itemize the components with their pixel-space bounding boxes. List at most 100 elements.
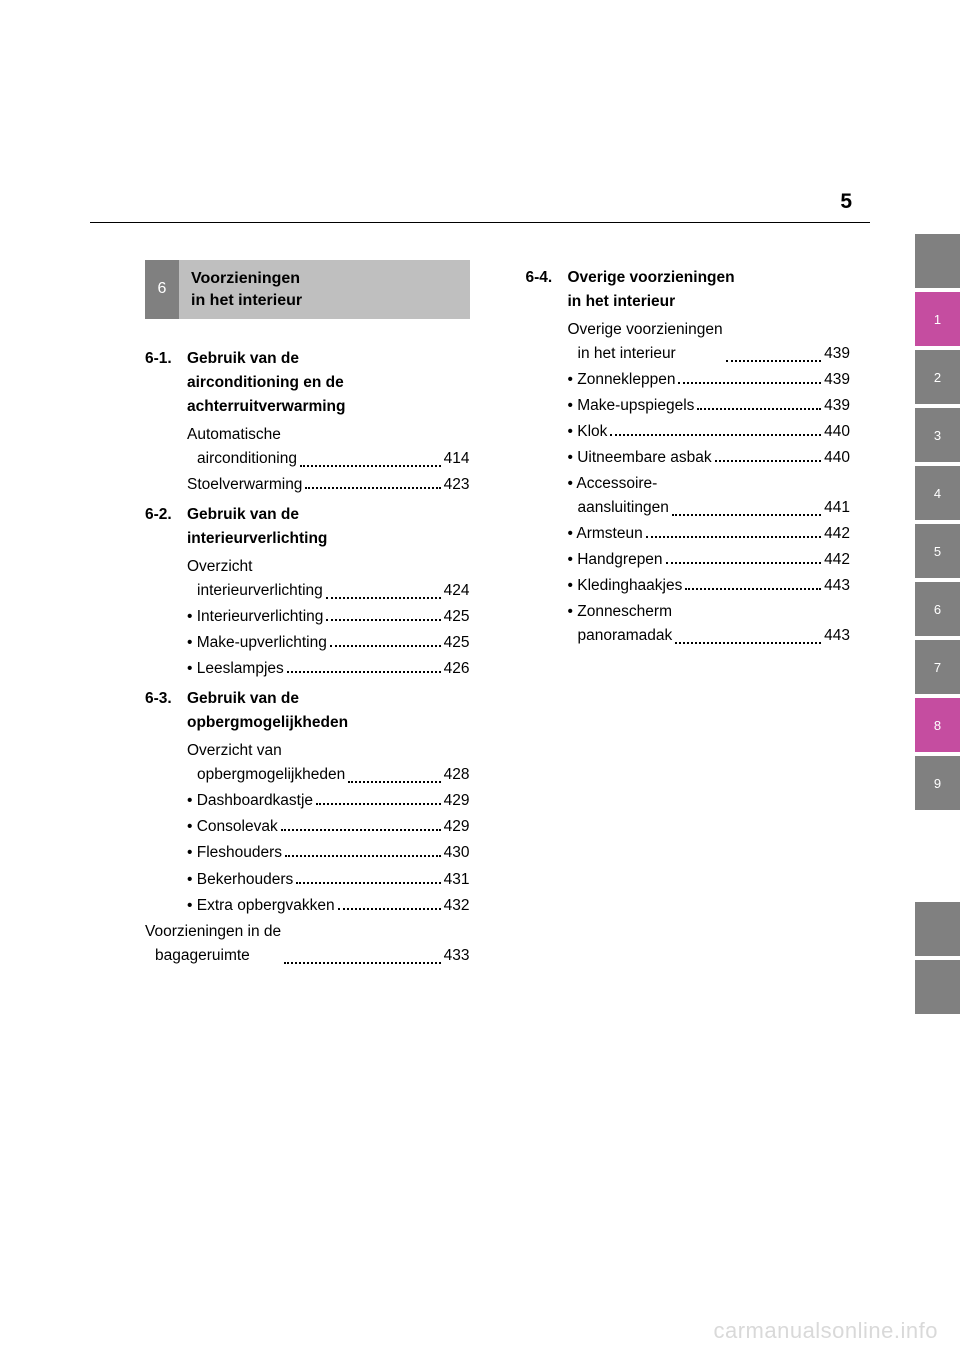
toc-entry-page: 441 [824, 496, 850, 520]
toc-entry[interactable]: Voorzieningen in debagageruimte 433 [145, 920, 470, 968]
toc-entry-label: • Zonnekleppen [568, 368, 676, 392]
toc-leader-dots [305, 478, 440, 489]
toc-entry[interactable]: • Leeslampjes426 [187, 657, 470, 681]
toc-entry-label: • Armsteun [568, 522, 643, 546]
header-rule [90, 222, 870, 223]
toc-entry[interactable]: • Extra opbergvakken 432 [187, 894, 470, 918]
toc-entry-label: • Interieurverlichting [187, 605, 323, 629]
toc-entry-page: 429 [444, 815, 470, 839]
toc-leader-dots [672, 505, 821, 516]
toc-leader-dots [726, 351, 822, 362]
chapter-tab-title-line2: in het interieur [191, 292, 302, 309]
toc-subsection-number: 6-3. [145, 687, 187, 735]
toc-leader-dots [678, 373, 821, 384]
toc-entry-page: 433 [444, 944, 470, 968]
toc-entry[interactable]: Overzichtinterieurverlichting424 [187, 555, 470, 603]
toc-entry-label: Automatischeairconditioning [187, 423, 297, 471]
toc-entry[interactable]: • Kledinghaakjes 443 [568, 574, 851, 598]
toc-entry[interactable]: • Armsteun442 [568, 522, 851, 546]
toc-entry[interactable]: • Make-upverlichting425 [187, 631, 470, 655]
toc-entries: Overige voorzieningenin het interieur439… [526, 318, 851, 648]
toc-right-sections: 6-4.Overige voorzieningenin het interieu… [526, 266, 851, 648]
toc-subsection-number: 6-1. [145, 347, 187, 419]
toc-entries: Overzichtinterieurverlichting424• Interi… [145, 555, 470, 681]
toc-leader-dots [281, 820, 441, 831]
toc-entry-label: Voorzieningen in debagageruimte [145, 920, 281, 968]
toc-entry-label: Stoelverwarming [187, 473, 302, 497]
toc-leader-dots [715, 451, 821, 462]
toc-entry[interactable]: • Make-upspiegels439 [568, 394, 851, 418]
toc-entry-page: 440 [824, 446, 850, 470]
toc-right-column: 6-4.Overige voorzieningenin het interieu… [526, 260, 851, 970]
toc-entry-page: 432 [444, 894, 470, 918]
side-tab-4[interactable]: 4 [915, 466, 960, 520]
side-tab-5[interactable]: 5 [915, 524, 960, 578]
toc-subsection-number: 6-2. [145, 503, 187, 551]
toc-entry[interactable]: • Accessoire-aansluitingen441 [568, 472, 851, 520]
toc-entry[interactable]: • Interieurverlichting425 [187, 605, 470, 629]
toc-entry[interactable]: • Zonnekleppen 439 [568, 368, 851, 392]
side-tab-2[interactable]: 2 [915, 350, 960, 404]
toc-entry-label: • Leeslampjes [187, 657, 284, 681]
toc-leader-dots [338, 898, 441, 909]
toc-entry[interactable]: • Klok 440 [568, 420, 851, 444]
toc-entry[interactable]: • Consolevak 429 [187, 815, 470, 839]
toc-entry-page: 442 [824, 548, 850, 572]
toc-entry-page: 423 [444, 473, 470, 497]
side-tab-3[interactable]: 3 [915, 408, 960, 462]
toc-subsection-heading: 6-3.Gebruik van deopbergmogelijkheden [145, 687, 470, 735]
side-tab-6[interactable]: 6 [915, 582, 960, 636]
toc-leader-dots [326, 610, 440, 621]
toc-entry-page: 430 [444, 841, 470, 865]
side-tab-8[interactable]: 8 [915, 698, 960, 752]
toc-entry-label: • Bekerhouders [187, 868, 293, 892]
toc-entry-page: 428 [444, 763, 470, 787]
side-tab-blank [915, 960, 960, 1014]
chapter-tab: 6 Voorzieningen in het interieur [145, 260, 470, 319]
side-tab-9[interactable]: 9 [915, 756, 960, 810]
side-tab-1[interactable]: 1 [915, 292, 960, 346]
toc-leader-dots [285, 846, 441, 857]
chapter-tab-title: Voorzieningen in het interieur [179, 260, 470, 319]
toc-entry-label: • Consolevak [187, 815, 278, 839]
toc-entries: Automatischeairconditioning414Stoelverwa… [145, 423, 470, 497]
toc-entry-page: 440 [824, 420, 850, 444]
toc-subsection-number: 6-4. [526, 266, 568, 314]
toc-subsection-heading: 6-4.Overige voorzieningenin het interieu… [526, 266, 851, 314]
toc-entry[interactable]: • Dashboardkastje429 [187, 789, 470, 813]
toc-subsection-heading: 6-2.Gebruik van deinterieurverlichting [145, 503, 470, 551]
side-tab-7[interactable]: 7 [915, 640, 960, 694]
toc-entry-page: 439 [824, 368, 850, 392]
toc-leader-dots [685, 579, 821, 590]
toc-subsection-title: Overige voorzieningenin het interieur [568, 266, 851, 314]
toc-entry[interactable]: Overige voorzieningenin het interieur439 [568, 318, 851, 366]
toc-entry-label: • Fleshouders [187, 841, 282, 865]
side-tab-bar: 123456789 [915, 234, 960, 1018]
toc-entry[interactable]: Stoelverwarming 423 [187, 473, 470, 497]
toc-entry[interactable]: Automatischeairconditioning414 [187, 423, 470, 471]
toc-entries: Overzicht vanopbergmogelijkheden 428• Das… [145, 739, 470, 967]
toc-entry-label: • Extra opbergvakken [187, 894, 335, 918]
chapter-tab-number: 6 [145, 260, 179, 319]
toc-entry[interactable]: • Uitneembare asbak440 [568, 446, 851, 470]
toc-leader-dots [330, 636, 441, 647]
toc-entry-page: 443 [824, 574, 850, 598]
toc-entry[interactable]: • Bekerhouders431 [187, 868, 470, 892]
toc-leader-dots [326, 588, 441, 599]
toc-leader-dots [666, 553, 822, 564]
toc-leader-dots [316, 794, 441, 805]
toc-entry[interactable]: • Fleshouders 430 [187, 841, 470, 865]
watermark-text: carmanualsonline.info [713, 1318, 938, 1344]
toc-entry-label: • Kledinghaakjes [568, 574, 683, 598]
toc-leader-dots [296, 872, 440, 883]
toc-entry[interactable]: • Zonneschermpanoramadak443 [568, 600, 851, 648]
toc-entry-label: • Klok [568, 420, 608, 444]
toc-entry[interactable]: • Handgrepen442 [568, 548, 851, 572]
toc-leader-dots [675, 633, 821, 644]
toc-entry-page: 424 [444, 579, 470, 603]
toc-entry-label: Overzicht vanopbergmogelijkheden [187, 739, 345, 787]
chapter-tab-title-line1: Voorzieningen [191, 270, 300, 287]
toc-leader-dots [348, 772, 440, 783]
toc-leader-dots [300, 456, 441, 467]
toc-entry[interactable]: Overzicht vanopbergmogelijkheden 428 [187, 739, 470, 787]
